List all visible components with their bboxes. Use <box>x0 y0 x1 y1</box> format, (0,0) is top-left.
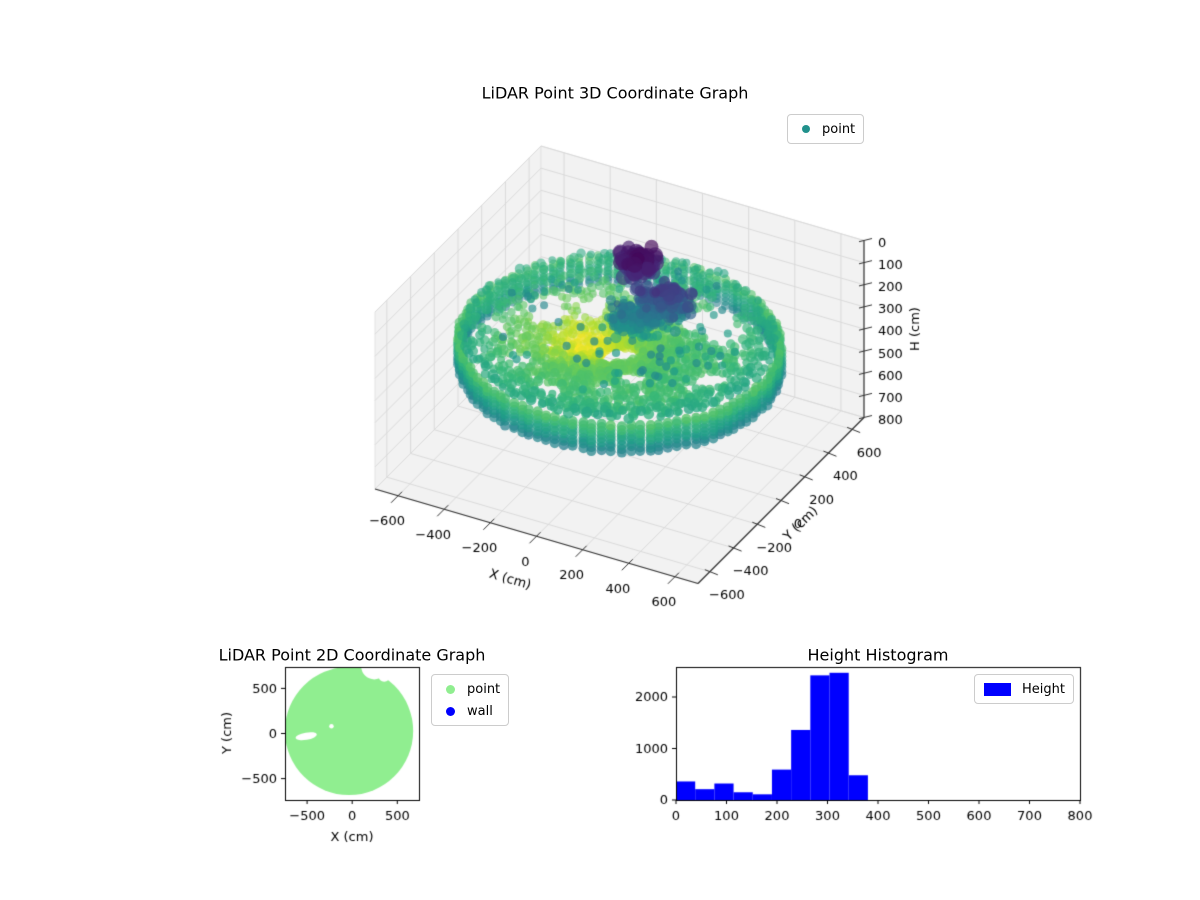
point-marker-icon <box>446 684 455 694</box>
legend-label: Height <box>1022 681 1065 697</box>
legend-label: point <box>822 121 856 137</box>
legend-item-height: Height <box>983 678 1065 700</box>
wall-marker-icon <box>446 706 455 716</box>
legend-item-wall: wall <box>440 700 500 722</box>
plot3d-legend: point <box>787 114 865 144</box>
plot3d-title: LiDAR Point 3D Coordinate Graph <box>481 83 749 103</box>
legend-item-point: point <box>796 118 855 140</box>
plot2d-title: LiDAR Point 2D Coordinate Graph <box>218 645 486 665</box>
legend-label: point <box>467 681 501 697</box>
legend-label: wall <box>467 703 493 719</box>
legend-item-point: point <box>440 678 500 700</box>
hist-title: Height Histogram <box>807 645 949 665</box>
hist-legend: Height <box>974 674 1074 704</box>
point-marker-icon <box>802 125 810 133</box>
height-swatch-icon <box>984 682 1011 696</box>
plot2d-legend: point wall <box>431 674 510 726</box>
